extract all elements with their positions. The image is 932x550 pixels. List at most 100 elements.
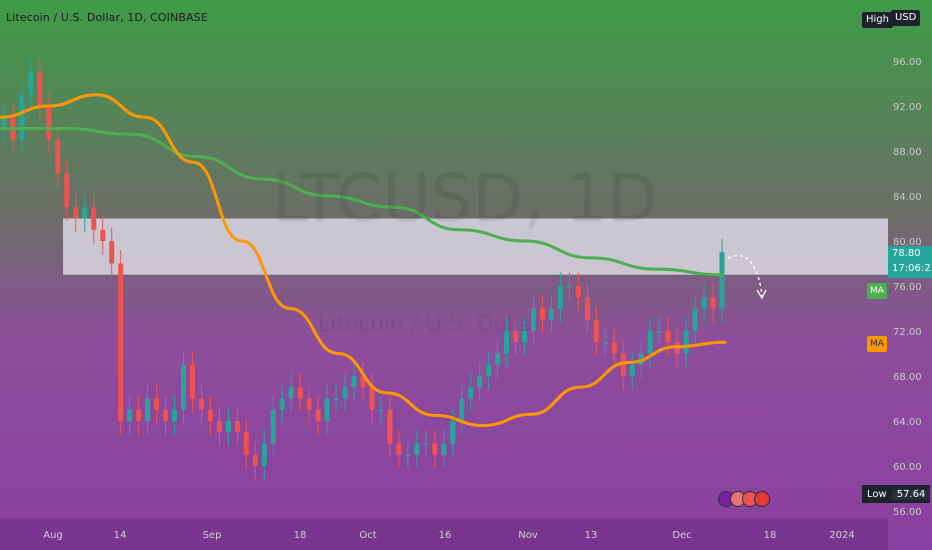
candle-body bbox=[441, 443, 447, 455]
x-tick-label: Aug bbox=[43, 530, 63, 541]
candle-body bbox=[378, 409, 384, 412]
candle-body bbox=[387, 409, 393, 444]
low-tag: Low 57.64 bbox=[862, 485, 931, 503]
candle-body bbox=[207, 409, 213, 421]
candle-body bbox=[540, 308, 545, 320]
candle-body bbox=[1, 117, 7, 129]
candle-body bbox=[279, 398, 285, 410]
candle-body bbox=[360, 376, 366, 388]
candle-body bbox=[198, 398, 204, 410]
ma-slow-line bbox=[0, 127, 724, 277]
candle-body bbox=[19, 94, 25, 140]
candle-body bbox=[28, 72, 34, 95]
candle-body bbox=[710, 297, 716, 309]
candle-body bbox=[450, 421, 456, 444]
candle-body bbox=[647, 331, 653, 354]
candle-body bbox=[513, 331, 519, 343]
x-tick-label: 18 bbox=[764, 530, 777, 541]
y-tick-label: 84.00 bbox=[893, 192, 922, 203]
y-tick-label: 56.00 bbox=[893, 507, 922, 518]
candle-body bbox=[531, 308, 537, 331]
candle-body bbox=[486, 364, 492, 376]
chart-title: Litecoin / U.S. Dollar, 1D, COINBASE bbox=[6, 11, 208, 24]
candle-body bbox=[127, 409, 133, 421]
x-tick-label: Sep bbox=[203, 530, 222, 541]
candle-body bbox=[719, 252, 725, 309]
candle-body bbox=[136, 409, 142, 421]
candle-body bbox=[701, 297, 707, 309]
candle-body bbox=[91, 207, 97, 230]
y-tick-label: 92.00 bbox=[893, 102, 922, 113]
candle-body bbox=[557, 286, 563, 309]
candle-body bbox=[306, 398, 312, 410]
candle-body bbox=[100, 229, 106, 241]
x-tick-label: Nov bbox=[518, 530, 538, 541]
candle-body bbox=[252, 454, 258, 466]
candle-body bbox=[593, 319, 599, 343]
candle-body bbox=[683, 331, 689, 354]
x-tick-label: 16 bbox=[439, 530, 452, 541]
y-tick-label: 64.00 bbox=[893, 417, 922, 428]
candle-body bbox=[46, 106, 52, 140]
arrow-head-icon bbox=[756, 289, 767, 300]
bar-countdown: 17:06:21 bbox=[892, 263, 932, 274]
flag-icon[interactable] bbox=[754, 491, 770, 507]
x-tick-label: 14 bbox=[114, 530, 127, 541]
candle-body bbox=[629, 364, 635, 376]
candle-body bbox=[225, 421, 231, 433]
ma-fast-line bbox=[0, 93, 727, 428]
candle-body bbox=[566, 286, 572, 288]
candle-body bbox=[55, 139, 61, 174]
y-tick-label: 96.00 bbox=[893, 57, 922, 68]
candle-body bbox=[37, 72, 43, 106]
candle-body bbox=[342, 387, 348, 399]
candle-body bbox=[118, 263, 124, 421]
candle-body bbox=[216, 421, 222, 433]
symbol-watermark: LTCUSD, 1D bbox=[272, 160, 659, 237]
candle-body bbox=[611, 342, 617, 354]
x-tick-label: 13 bbox=[585, 530, 598, 541]
ma-slow-tag: MA bbox=[867, 283, 887, 299]
candle-body bbox=[73, 207, 79, 219]
candle-body bbox=[172, 409, 178, 421]
candle-body bbox=[181, 364, 186, 410]
candle-body bbox=[414, 443, 420, 455]
candle-body bbox=[405, 454, 411, 457]
event-icons[interactable] bbox=[718, 491, 770, 507]
candle-body bbox=[270, 409, 276, 444]
candle-body bbox=[109, 241, 115, 264]
ma-fast-tag: MA bbox=[867, 336, 887, 352]
candle-body bbox=[288, 387, 294, 399]
candle-body bbox=[261, 443, 267, 466]
candle-body bbox=[369, 387, 375, 410]
candle-body bbox=[145, 398, 151, 421]
x-axis-band bbox=[0, 518, 888, 550]
candle-body bbox=[504, 331, 510, 354]
y-tick-label: 80.00 bbox=[893, 237, 922, 248]
candle-body bbox=[584, 297, 590, 320]
y-tick-label: 76.00 bbox=[893, 282, 922, 293]
candle-body bbox=[620, 353, 626, 376]
high-label: High bbox=[862, 12, 893, 28]
last-price-tag: 78.80 17:06:21 bbox=[888, 246, 932, 278]
candle-body bbox=[432, 443, 438, 455]
candle-body bbox=[154, 398, 160, 410]
y-tick-label: 68.00 bbox=[893, 372, 922, 383]
candle-body bbox=[575, 286, 581, 298]
candle-body bbox=[468, 387, 474, 399]
candle-body bbox=[423, 443, 429, 445]
candle-body bbox=[351, 376, 357, 388]
candle-body bbox=[602, 342, 608, 344]
candle-body bbox=[459, 398, 465, 421]
x-tick-label: Dec bbox=[672, 530, 691, 541]
candle-body bbox=[234, 421, 240, 433]
last-price: 78.80 bbox=[892, 248, 921, 259]
currency-button[interactable]: USD bbox=[891, 10, 921, 26]
y-tick-label: 72.00 bbox=[893, 327, 922, 338]
candle-body bbox=[82, 207, 88, 219]
candle-body bbox=[64, 173, 70, 208]
low-value: 57.64 bbox=[891, 488, 931, 500]
candle-body bbox=[243, 432, 249, 455]
candle-body bbox=[692, 308, 698, 331]
